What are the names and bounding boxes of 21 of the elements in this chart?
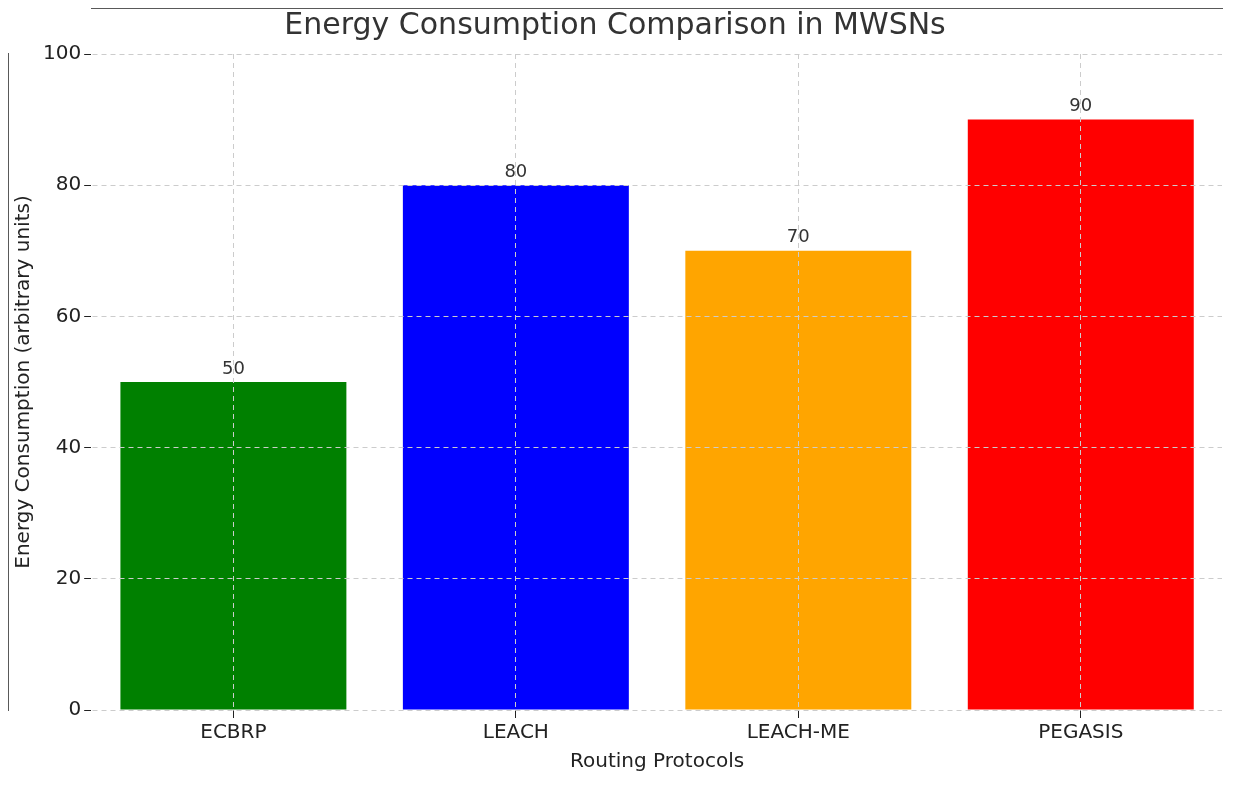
y-axis-title: Energy Consumption (arbitrary units) xyxy=(10,195,35,569)
bar xyxy=(685,250,912,710)
chart-title: Energy Consumption Comparison in MWSNs xyxy=(284,5,946,41)
data-label: 90 xyxy=(1069,94,1093,116)
x-tick-label: LEACH-ME xyxy=(746,719,850,744)
x-tick-label: ECBRP xyxy=(200,719,267,744)
y-tick-label: 20 xyxy=(55,565,82,589)
x-axis-title: Routing Protocols xyxy=(570,748,745,773)
bar xyxy=(120,382,347,710)
data-label: 50 xyxy=(221,356,245,378)
data-label: 80 xyxy=(504,159,528,181)
y-tick-label: 80 xyxy=(55,171,82,196)
data-label: 70 xyxy=(786,225,810,247)
bar xyxy=(967,119,1194,710)
y-tick-label: 60 xyxy=(55,302,82,327)
y-tick-label: 0 xyxy=(68,696,82,721)
y-tick-label: 100 xyxy=(42,40,82,65)
x-tick-label: PEGASIS xyxy=(1038,719,1124,744)
y-tick-label: 40 xyxy=(55,433,82,458)
bar xyxy=(402,185,629,710)
x-tick-label: LEACH xyxy=(482,719,549,744)
